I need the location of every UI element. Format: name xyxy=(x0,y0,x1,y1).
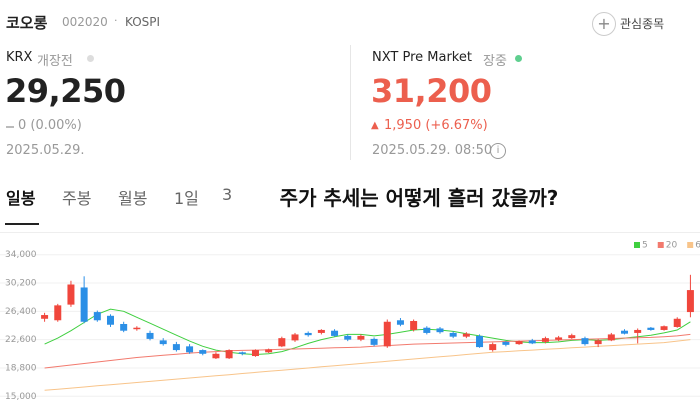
candle-body xyxy=(278,338,286,347)
status-dot xyxy=(515,55,522,62)
candle-body xyxy=(93,312,101,321)
candle-body xyxy=(80,287,88,322)
stock-code: 002020 xyxy=(62,15,108,29)
candle-body xyxy=(133,327,141,330)
candle-body xyxy=(251,350,259,357)
candle-body xyxy=(331,330,339,336)
candle-body xyxy=(396,320,404,325)
add-icon[interactable]: + xyxy=(592,12,616,36)
tab[interactable]: 1일 xyxy=(174,189,199,208)
candle-body xyxy=(317,329,325,333)
candle-body xyxy=(41,315,49,319)
candle-body xyxy=(541,338,549,342)
candle-body xyxy=(449,332,457,337)
candle-body xyxy=(291,334,299,341)
candle-body xyxy=(528,340,536,344)
candle-body xyxy=(186,346,194,353)
candle-body xyxy=(410,321,418,330)
candle-body xyxy=(357,335,365,340)
moving-average-line xyxy=(44,308,691,356)
market: KOSPI xyxy=(125,15,161,29)
y-tick-label: 15,000 xyxy=(5,392,37,400)
candle-body xyxy=(594,340,602,345)
candle-body xyxy=(370,338,378,345)
candle-body xyxy=(515,341,523,345)
up-icon: ▲ xyxy=(371,120,379,131)
tab[interactable]: 일봉 xyxy=(6,189,36,208)
legend-swatch xyxy=(657,242,664,248)
candle-body xyxy=(621,330,629,334)
candle-body xyxy=(159,340,167,345)
tab[interactable]: 월봉 xyxy=(118,189,148,208)
chart: 34,000 30,200 26,400 22,600 18,800 15,000 5 20 6… xyxy=(0,241,700,400)
divider xyxy=(350,45,351,160)
krx-label: KRX xyxy=(6,50,33,65)
candle-body xyxy=(238,352,246,354)
tab[interactable]: 주봉 xyxy=(62,189,92,208)
candle-body xyxy=(568,335,576,339)
candle-body xyxy=(581,338,589,345)
krx-date: 2025.05.29. xyxy=(6,143,85,158)
moving-average-line xyxy=(44,339,691,391)
stock-name: 코오롱 xyxy=(6,14,48,32)
flat-icon xyxy=(6,126,14,128)
candle-body xyxy=(502,341,510,345)
candle-body xyxy=(634,329,642,333)
candle-body xyxy=(660,326,668,330)
y-tick-label: 34,000 xyxy=(5,250,37,260)
legend-label: 5 xyxy=(642,241,648,251)
nxt-price: 31,200 xyxy=(371,72,492,110)
nxt-label: NXT Pre Market xyxy=(372,50,472,65)
legend-swatch xyxy=(634,242,640,248)
nxt-status: 장중 xyxy=(483,54,507,69)
y-tick-label: 22,600 xyxy=(5,335,37,345)
candle-body xyxy=(673,318,681,327)
candle-body xyxy=(106,315,114,325)
separator: · xyxy=(114,14,118,27)
candle-body xyxy=(265,349,273,353)
candle-body xyxy=(423,327,431,333)
status-dot xyxy=(87,55,94,62)
candle-body xyxy=(146,332,154,339)
candle-body xyxy=(212,353,220,359)
candle-body xyxy=(462,333,470,337)
overlay-caption: 주가 추세는 어떻게 흘러 갔을까? xyxy=(233,181,605,215)
candle-body xyxy=(67,284,75,305)
candle-body xyxy=(607,334,615,341)
candle-body xyxy=(383,321,391,347)
krx-status: 개장전 xyxy=(37,54,73,69)
candle-body xyxy=(436,328,444,333)
candle-body xyxy=(344,335,352,340)
candle-body xyxy=(199,350,207,354)
candle-body xyxy=(120,323,128,331)
legend-label: 60 xyxy=(695,241,700,251)
krx-price: 29,250 xyxy=(5,72,126,110)
tab[interactable]: 3 xyxy=(222,185,233,204)
candle-body xyxy=(54,305,62,321)
candle-body xyxy=(476,335,484,348)
nxt-date: 2025.05.29. 08:50 xyxy=(372,143,493,158)
candle-body xyxy=(489,344,497,351)
candle-body xyxy=(304,332,312,336)
y-tick-label: 18,800 xyxy=(5,363,37,373)
candle-body xyxy=(647,327,655,330)
info-icon[interactable]: i xyxy=(490,143,506,159)
nxt-change: 1,950 (+6.67%) xyxy=(384,118,488,133)
candle-body xyxy=(686,290,694,313)
legend-label: 20 xyxy=(666,241,678,251)
candle-body xyxy=(225,350,233,359)
tab-underline xyxy=(5,223,39,225)
y-tick-label: 30,200 xyxy=(5,279,37,289)
candle-body xyxy=(172,344,180,351)
candle-body xyxy=(555,337,563,340)
tabs-border xyxy=(0,232,700,233)
y-tick-label: 26,400 xyxy=(5,307,37,317)
legend-swatch xyxy=(687,242,694,248)
watchlist-button[interactable]: 관심종목 xyxy=(620,17,665,31)
krx-change: 0 (0.00%) xyxy=(18,118,82,133)
